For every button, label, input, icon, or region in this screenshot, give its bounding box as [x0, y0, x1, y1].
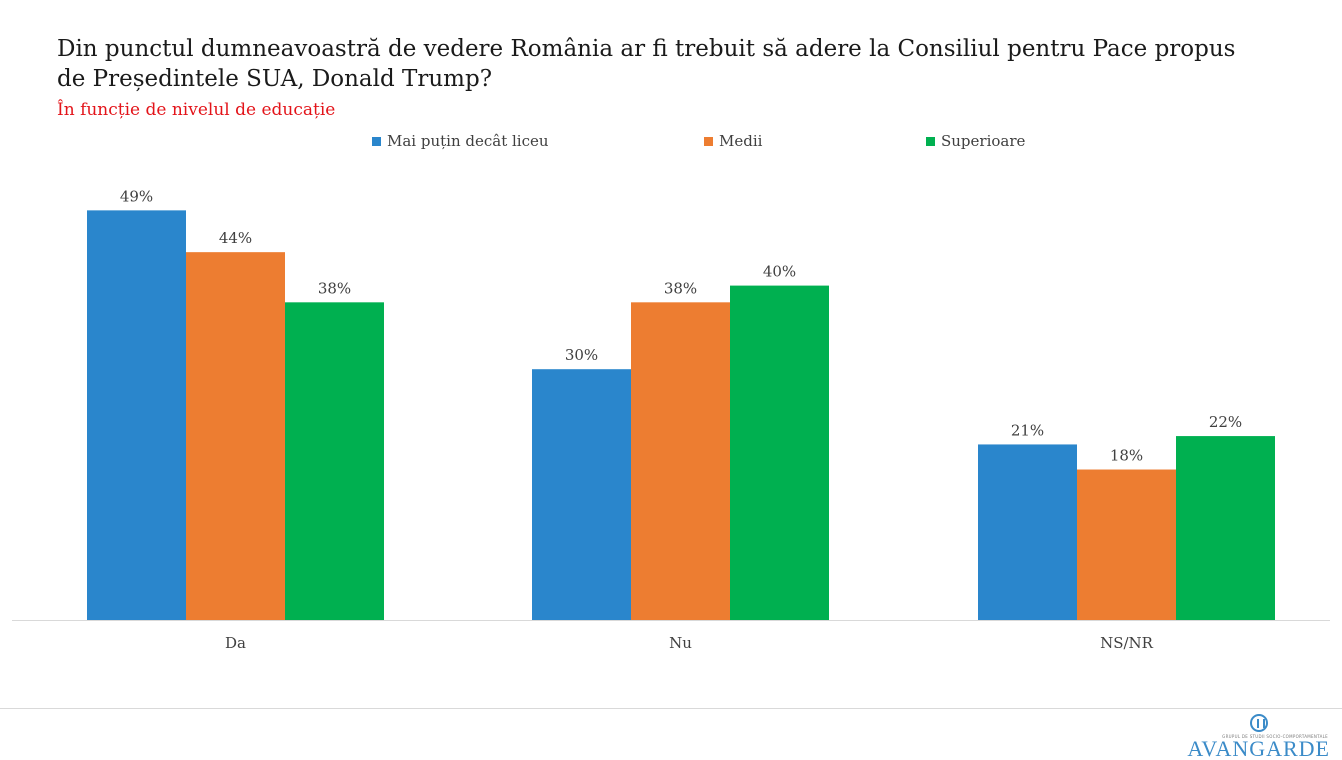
legend-swatch: [372, 136, 381, 146]
legend-swatch: [704, 136, 713, 146]
logo-tagline: GRUPUL DE STUDII SOCIO-COMPORTAMENTALE: [1222, 734, 1328, 739]
chart-subtitle: În funcție de nivelul de educație: [57, 100, 336, 120]
legend-label: Superioare: [941, 132, 1026, 150]
data-label: 38%: [664, 279, 697, 297]
data-label: 40%: [763, 263, 796, 281]
bar-ns-nr-3: [1176, 436, 1275, 620]
x-tick-label: Da: [225, 634, 246, 652]
data-label: 38%: [318, 279, 351, 297]
footer-divider: [0, 708, 1342, 709]
data-label: 21%: [1011, 421, 1044, 439]
bar-nu-1: [532, 369, 631, 620]
legend-label: Mai puțin decât liceu: [387, 132, 549, 150]
data-label: 18%: [1110, 447, 1143, 465]
x-tick-label: NS/NR: [1100, 634, 1154, 652]
x-tick-label: Nu: [669, 634, 692, 652]
bar-da-3: [285, 302, 384, 620]
chart-title: Din punctul dumneavoastră de vedere Româ…: [57, 36, 1236, 92]
data-label: 44%: [219, 229, 252, 247]
bar-nu-3: [730, 285, 829, 620]
legend-item-superioare: Superioare: [926, 132, 1025, 150]
bar-chart: 49% 44% 38% Da 30% 38% 40% Nu 21% 18% 22% NS/NR: [12, 187, 1330, 652]
data-label: 22%: [1209, 413, 1242, 431]
legend-item-medii: Medii: [704, 132, 762, 150]
data-label: 49%: [120, 187, 153, 205]
legend-swatch: [926, 136, 935, 146]
legend-label: Medii: [719, 132, 763, 150]
legend-item-mai-putin-decat-liceu: Mai puțin decât liceu: [372, 132, 549, 150]
bar-da-2: [186, 252, 285, 620]
bar-ns-nr-2: [1077, 469, 1176, 620]
bar-ns-nr-1: [978, 444, 1077, 620]
logo-icon: [1250, 714, 1268, 732]
bar-nu-2: [631, 302, 730, 620]
data-label: 30%: [565, 346, 598, 364]
bar-da-1: [87, 210, 186, 621]
avangarde-logo: GRUPUL DE STUDII SOCIO-COMPORTAMENTALE A…: [1184, 714, 1334, 760]
logo-wordmark: AVANGARDE: [1187, 736, 1330, 760]
